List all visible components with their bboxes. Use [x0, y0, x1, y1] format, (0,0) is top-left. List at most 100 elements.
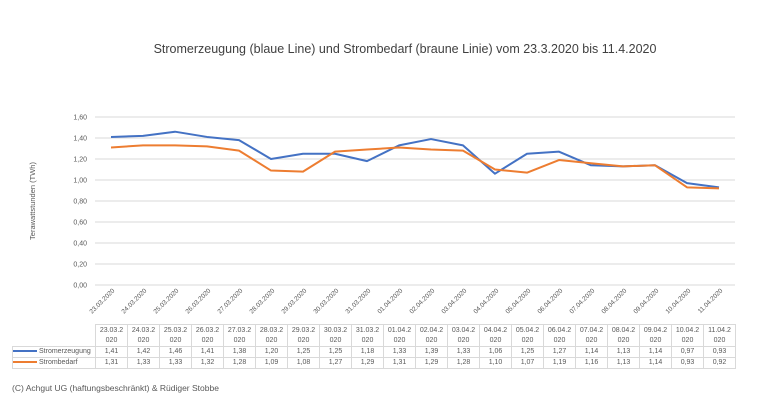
- table-header-date: 01.04.2 020: [383, 324, 416, 347]
- table-header-date: 11.04.2 020: [703, 324, 736, 347]
- x-tick-label: 29.03.2020: [280, 287, 308, 315]
- table-cell-value: 1,33: [159, 357, 192, 369]
- table-header-date: 05.04.2 020: [511, 324, 544, 347]
- table-cell-value: 1,41: [191, 346, 224, 358]
- table-cell-value: 1,29: [351, 357, 384, 369]
- table-header-date: 30.03.2 020: [319, 324, 352, 347]
- table-cell-value: 1,31: [95, 357, 128, 369]
- table-header-date: 24.03.2 020: [127, 324, 160, 347]
- table-header-date: 26.03.2 020: [191, 324, 224, 347]
- table-cell-value: 1,25: [319, 346, 352, 358]
- y-axis-label: Terawattstunden (TWh): [28, 162, 37, 240]
- y-tick-label: 1,40: [73, 136, 87, 143]
- y-tick-label: 0,80: [73, 199, 87, 206]
- table-header-date: 06.04.2 020: [543, 324, 576, 347]
- y-tick-label: 0,40: [73, 241, 87, 248]
- x-tick-label: 28.03.2020: [248, 287, 276, 315]
- y-tick-label: 1,00: [73, 178, 87, 185]
- table-header-date: 09.04.2 020: [639, 324, 672, 347]
- table-cell-value: 1,18: [351, 346, 384, 358]
- table-cell-value: 0,92: [703, 357, 736, 369]
- series-line-stromerzeugung: [110, 130, 720, 189]
- x-tick-label: 31.03.2020: [344, 287, 372, 315]
- chart-title: Stromerzeugung (blaue Line) und Strombed…: [153, 42, 657, 56]
- table-header-date: 31.03.2 020: [351, 324, 384, 347]
- table-cell-value: 1,32: [191, 357, 224, 369]
- table-cell-value: 0,93: [671, 357, 704, 369]
- legend-swatch: [13, 361, 37, 364]
- table-header-date: 02.04.2 020: [415, 324, 448, 347]
- table-cell-value: 1,13: [607, 346, 640, 358]
- x-tick-label: 04.04.2020: [472, 287, 500, 315]
- table-cell-value: 1,25: [287, 346, 320, 358]
- x-tick-label: 09.04.2020: [632, 287, 660, 315]
- table-cell-value: 1,20: [255, 346, 288, 358]
- table-cell-value: 1,33: [447, 346, 480, 358]
- table-cell-value: 1,14: [575, 346, 608, 358]
- legend-swatch: [13, 350, 37, 353]
- table-cell-value: 1,28: [223, 357, 256, 369]
- table-cell-value: 1,46: [159, 346, 192, 358]
- series-line-strombedarf: [110, 144, 720, 190]
- table-cell-value: 1,09: [255, 357, 288, 369]
- table-header-date: 28.03.2 020: [255, 324, 288, 347]
- table-cell-value: 1,16: [575, 357, 608, 369]
- table-cell-value: 1,10: [479, 357, 512, 369]
- table-cell-value: 1,14: [639, 346, 672, 358]
- table-cell-value: 1,42: [127, 346, 160, 358]
- table-cell-value: 1,41: [95, 346, 128, 358]
- y-tick-label: 0,20: [73, 262, 87, 269]
- table-cell-value: 1,13: [607, 357, 640, 369]
- table-cell-value: 1,33: [383, 346, 416, 358]
- table-cell-value: 1,27: [319, 357, 352, 369]
- table-row: Stromerzeugung 1,41 1,42 1,46 1,41 1,38 1,20 1,…: [12, 346, 736, 358]
- table-header-date: 04.04.2 020: [479, 324, 512, 347]
- x-tick-label: 30.03.2020: [312, 287, 340, 315]
- x-tick-label: 11.04.2020: [697, 287, 725, 315]
- table-corner: [12, 324, 96, 347]
- table-cell-value: 1,06: [479, 346, 512, 358]
- x-tick-label: 25.03.2020: [152, 287, 180, 315]
- x-tick-label: 02.04.2020: [408, 287, 436, 315]
- x-tick-label: 10.04.2020: [664, 287, 692, 315]
- legend-label: Stromerzeugung: [39, 348, 91, 355]
- table-cell-value: 1,14: [639, 357, 672, 369]
- data-table: 23.03.2 020 24.03.2 020 25.03.2 020 26.03.2 020…: [12, 324, 736, 369]
- table-header-date: 08.04.2 020: [607, 324, 640, 347]
- table-cell-value: 1,33: [127, 357, 160, 369]
- table-cell-value: 1,27: [543, 346, 576, 358]
- copyright-credit: (C) Achgut UG (haftungsbeschränkt) & Rüd…: [12, 383, 219, 393]
- table-cell-value: 1,25: [511, 346, 544, 358]
- table-cell-value: 0,97: [671, 346, 704, 358]
- x-tick-label: 05.04.2020: [504, 287, 532, 315]
- table-cell-value: 1,19: [543, 357, 576, 369]
- x-tick-label: 01.04.2020: [376, 287, 404, 315]
- x-tick-label: 26.03.2020: [184, 287, 212, 315]
- table-cell-value: 1,28: [447, 357, 480, 369]
- table-header-date: 25.03.2 020: [159, 324, 192, 347]
- table-header-date: 07.04.2 020: [575, 324, 608, 347]
- table-cell-value: 1,39: [415, 346, 448, 358]
- table-header-date: 03.04.2 020: [447, 324, 480, 347]
- x-tick-label: 06.04.2020: [536, 287, 564, 315]
- x-tick-label: 08.04.2020: [600, 287, 628, 315]
- table-cell-value: 1,31: [383, 357, 416, 369]
- table-cell-value: 1,29: [415, 357, 448, 369]
- x-tick-label: 24.03.2020: [120, 287, 148, 315]
- y-tick-label: 0,00: [73, 283, 87, 290]
- x-tick-label: 07.04.2020: [568, 287, 596, 315]
- y-tick-label: 1,20: [73, 157, 87, 164]
- table-header-date: 29.03.2 020: [287, 324, 320, 347]
- table-cell-value: 1,38: [223, 346, 256, 358]
- table-cell-value: 0,93: [703, 346, 736, 358]
- x-tick-label: 03.04.2020: [440, 287, 468, 315]
- table-cell-value: 1,08: [287, 357, 320, 369]
- x-tick-label: 23.03.2020: [88, 287, 116, 315]
- legend-label: Strombedarf: [39, 359, 78, 366]
- legend-key: Strombedarf: [12, 357, 96, 369]
- x-tick-label: 27.03.2020: [216, 287, 244, 315]
- y-tick-label: 1,60: [73, 115, 87, 122]
- table-row: Strombedarf 1,31 1,33 1,33 1,32 1,28 1,09 1,08 1…: [12, 357, 736, 369]
- y-tick-label: 0,60: [73, 220, 87, 227]
